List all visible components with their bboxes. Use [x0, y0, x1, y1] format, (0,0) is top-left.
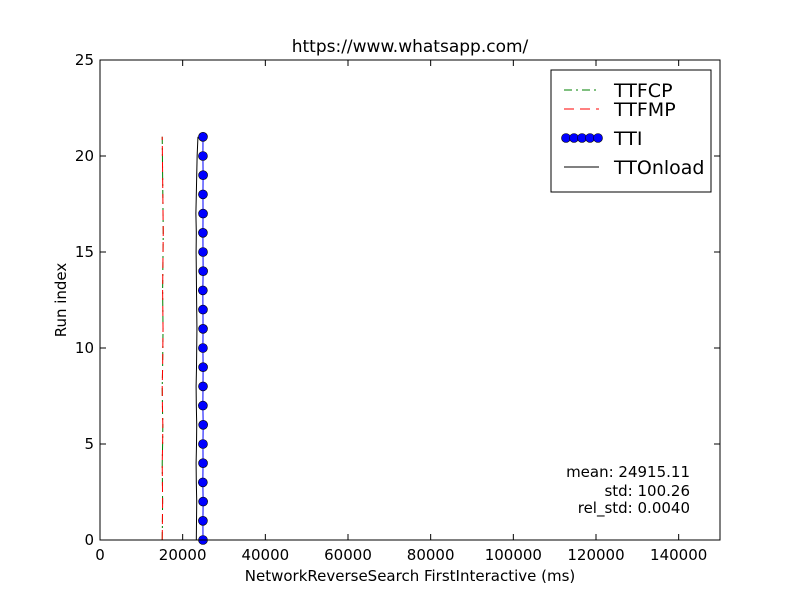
data-point-tti	[198, 343, 208, 353]
series-line-ttonload	[195, 136, 199, 541]
data-point-tti	[198, 132, 208, 142]
data-point-tti	[198, 458, 208, 469]
x-tick-label: 20000	[159, 546, 207, 564]
data-point-tti	[198, 208, 208, 219]
data-point-tti	[198, 477, 208, 488]
chart-title: https://www.whatsapp.com/	[292, 37, 529, 57]
y-axis-label: Run index	[52, 263, 70, 338]
x-axis-label: NetworkReverseSearch FirstInteractive (m…	[245, 567, 576, 585]
legend-marker-tti	[577, 133, 587, 143]
x-tick-label: 120000	[567, 546, 624, 564]
data-point-tti	[198, 285, 208, 296]
data-point-tti	[198, 439, 208, 449]
data-point-tti	[198, 228, 208, 238]
data-point-tti	[198, 419, 208, 430]
legend-marker-tti	[585, 133, 595, 143]
data-point-tti	[198, 189, 208, 200]
plot-frame	[99, 59, 721, 541]
data-point-tti	[198, 381, 208, 392]
legend-marker-tti	[561, 133, 571, 143]
stats-rel-std: rel_std: 0.0040	[578, 499, 690, 518]
tick-layer: 0 20000 40000 60000 80000 100000 120000 140000 0…	[75, 51, 720, 564]
y-tick-label: 25	[75, 51, 94, 69]
legend-marker-tti	[593, 133, 603, 143]
x-tick-label: 60000	[324, 546, 372, 564]
legend-item-ttfmp: TTFMP	[564, 99, 676, 121]
series-ttfmp	[161, 136, 164, 541]
data-point-tti	[198, 170, 208, 180]
x-tick-label: 40000	[241, 546, 289, 564]
stats-annotation: mean: 24915.11 std: 100.26 rel_std: 0.00…	[566, 463, 690, 518]
x-tick-label: 140000	[650, 546, 707, 564]
data-point-tti	[198, 496, 208, 507]
data-point-tti	[198, 247, 208, 257]
y-tick-label: 10	[75, 339, 94, 357]
series-ttonload	[195, 136, 199, 541]
data-point-tti	[198, 266, 208, 277]
data-point-tti	[198, 515, 208, 526]
data-point-tti	[198, 304, 208, 315]
legend-marker-tti	[569, 133, 579, 143]
legend-item-tti: TTI	[561, 128, 642, 150]
legend-item-ttfcp: TTFCP	[564, 80, 673, 102]
data-point-tti	[198, 362, 208, 373]
legend-label-ttfmp: TTFMP	[613, 99, 676, 121]
stats-mean: mean: 24915.11	[566, 463, 690, 481]
series-layer	[161, 132, 208, 545]
legend-label-ttfcp: TTFCP	[613, 80, 673, 102]
y-tick-label: 5	[84, 435, 94, 453]
y-tick-label: 20	[75, 147, 94, 165]
legend-label-ttonload: TTOnload	[613, 157, 704, 179]
x-tick-label: 80000	[407, 546, 455, 564]
data-point-tti	[198, 151, 208, 161]
series-tti	[198, 132, 208, 545]
data-point-tti	[198, 400, 208, 411]
legend-item-ttonload: TTOnload	[564, 157, 704, 179]
y-tick-label: 15	[75, 243, 94, 261]
x-tick-label: 0	[95, 546, 105, 564]
data-point-tti	[198, 323, 208, 334]
x-tick-label: 100000	[485, 546, 542, 564]
y-tick-label: 0	[84, 531, 94, 549]
series-line-ttfmp	[161, 136, 164, 541]
legend-label-tti: TTI	[613, 128, 642, 150]
stats-std: std: 100.26	[604, 482, 690, 500]
